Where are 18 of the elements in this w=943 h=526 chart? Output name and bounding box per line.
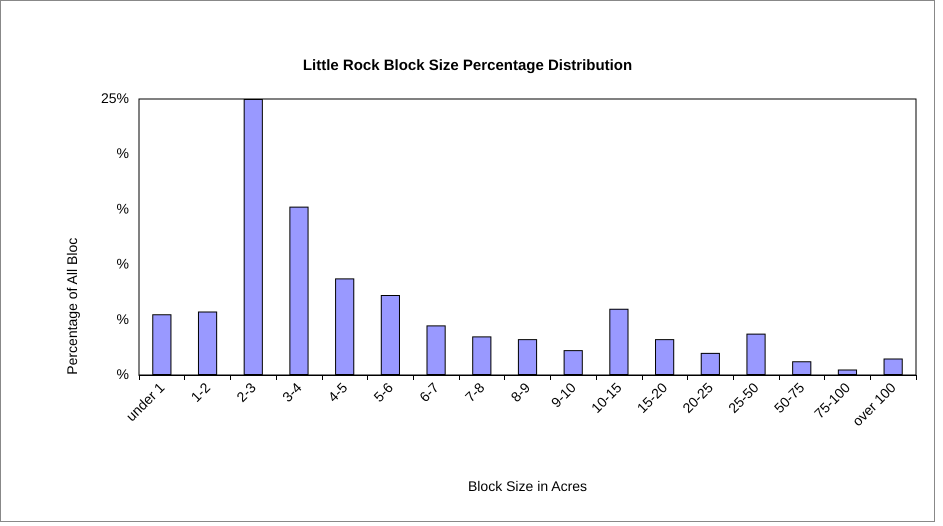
text: % bbox=[116, 256, 130, 272]
x-tick-label: 8-9 bbox=[508, 379, 534, 405]
text: % bbox=[116, 145, 130, 162]
x-tick-label: 3-4 bbox=[279, 379, 305, 405]
x-tick-label: 7-8 bbox=[462, 379, 488, 405]
x-tick-label: 6-7 bbox=[416, 379, 442, 405]
text: % bbox=[116, 310, 130, 327]
x-axis-title: Block Size in Acres bbox=[468, 478, 588, 494]
text: % bbox=[116, 366, 130, 382]
chart-title: Little Rock Block Size Percentage Distribution bbox=[302, 57, 632, 74]
text: % bbox=[116, 200, 130, 216]
x-tick-label: 1-2 bbox=[188, 379, 214, 405]
x-tick-label: 5-6 bbox=[370, 379, 396, 405]
x-tick-label: over 100 bbox=[849, 379, 899, 430]
x-tick-label: 4-5 bbox=[324, 379, 350, 405]
y-axis-title: Percentage of All Bloc bbox=[64, 238, 80, 375]
x-tick-label: 2-3 bbox=[233, 379, 260, 405]
text: 25% bbox=[100, 90, 130, 106]
